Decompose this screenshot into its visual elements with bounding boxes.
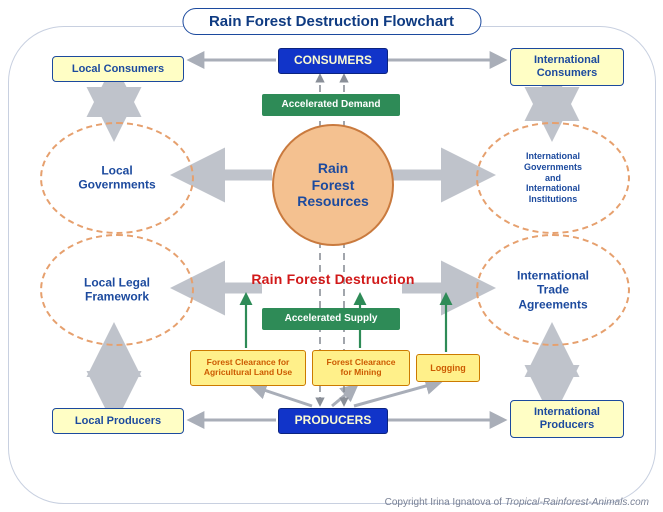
node-label: InternationalGovernmentsandInternational… bbox=[478, 151, 628, 205]
node-local_consumers: Local Consumers bbox=[52, 56, 184, 82]
node-local_producers: Local Producers bbox=[52, 408, 184, 434]
credit-line: Copyright Irina Ignatova of Tropical-Rai… bbox=[385, 497, 649, 508]
node-fc_agri: Forest Clearance forAgricultural Land Us… bbox=[190, 350, 306, 386]
node-intl_consumers: InternationalConsumers bbox=[510, 48, 624, 86]
node-accel_demand: Accelerated Demand bbox=[262, 94, 400, 116]
node-fc_mining: Forest Clearancefor Mining bbox=[312, 350, 410, 386]
arrow-prod-to-agri bbox=[252, 386, 312, 406]
credit-prefix: Copyright Irina Ignatova of bbox=[385, 497, 505, 508]
node-resources: RainForestResources bbox=[272, 124, 394, 246]
title-text: Rain Forest Destruction Flowchart bbox=[209, 13, 454, 30]
node-intl_gov: InternationalGovernmentsandInternational… bbox=[476, 122, 630, 234]
title-bar: Rain Forest Destruction Flowchart bbox=[182, 8, 481, 35]
node-destruction: Rain Forest Destruction bbox=[228, 268, 438, 290]
node-producers: PRODUCERS bbox=[278, 408, 388, 434]
node-accel_supply: Accelerated Supply bbox=[262, 308, 400, 330]
node-local_legal: Local LegalFramework bbox=[40, 234, 194, 346]
node-consumers: CONSUMERS bbox=[278, 48, 388, 74]
node-label: Local LegalFramework bbox=[42, 276, 192, 305]
node-intl_trade: InternationalTradeAgreements bbox=[476, 234, 630, 346]
flowchart-stage: Rain Forest Destruction Flowchart CONSUM… bbox=[0, 0, 663, 512]
node-label: InternationalTradeAgreements bbox=[478, 268, 628, 311]
node-label: LocalGovernments bbox=[42, 164, 192, 193]
node-logging: Logging bbox=[416, 354, 480, 382]
credit-site: Tropical-Rainforest-Animals.com bbox=[505, 497, 649, 508]
node-intl_producers: InternationalProducers bbox=[510, 400, 624, 438]
node-local_gov: LocalGovernments bbox=[40, 122, 194, 234]
